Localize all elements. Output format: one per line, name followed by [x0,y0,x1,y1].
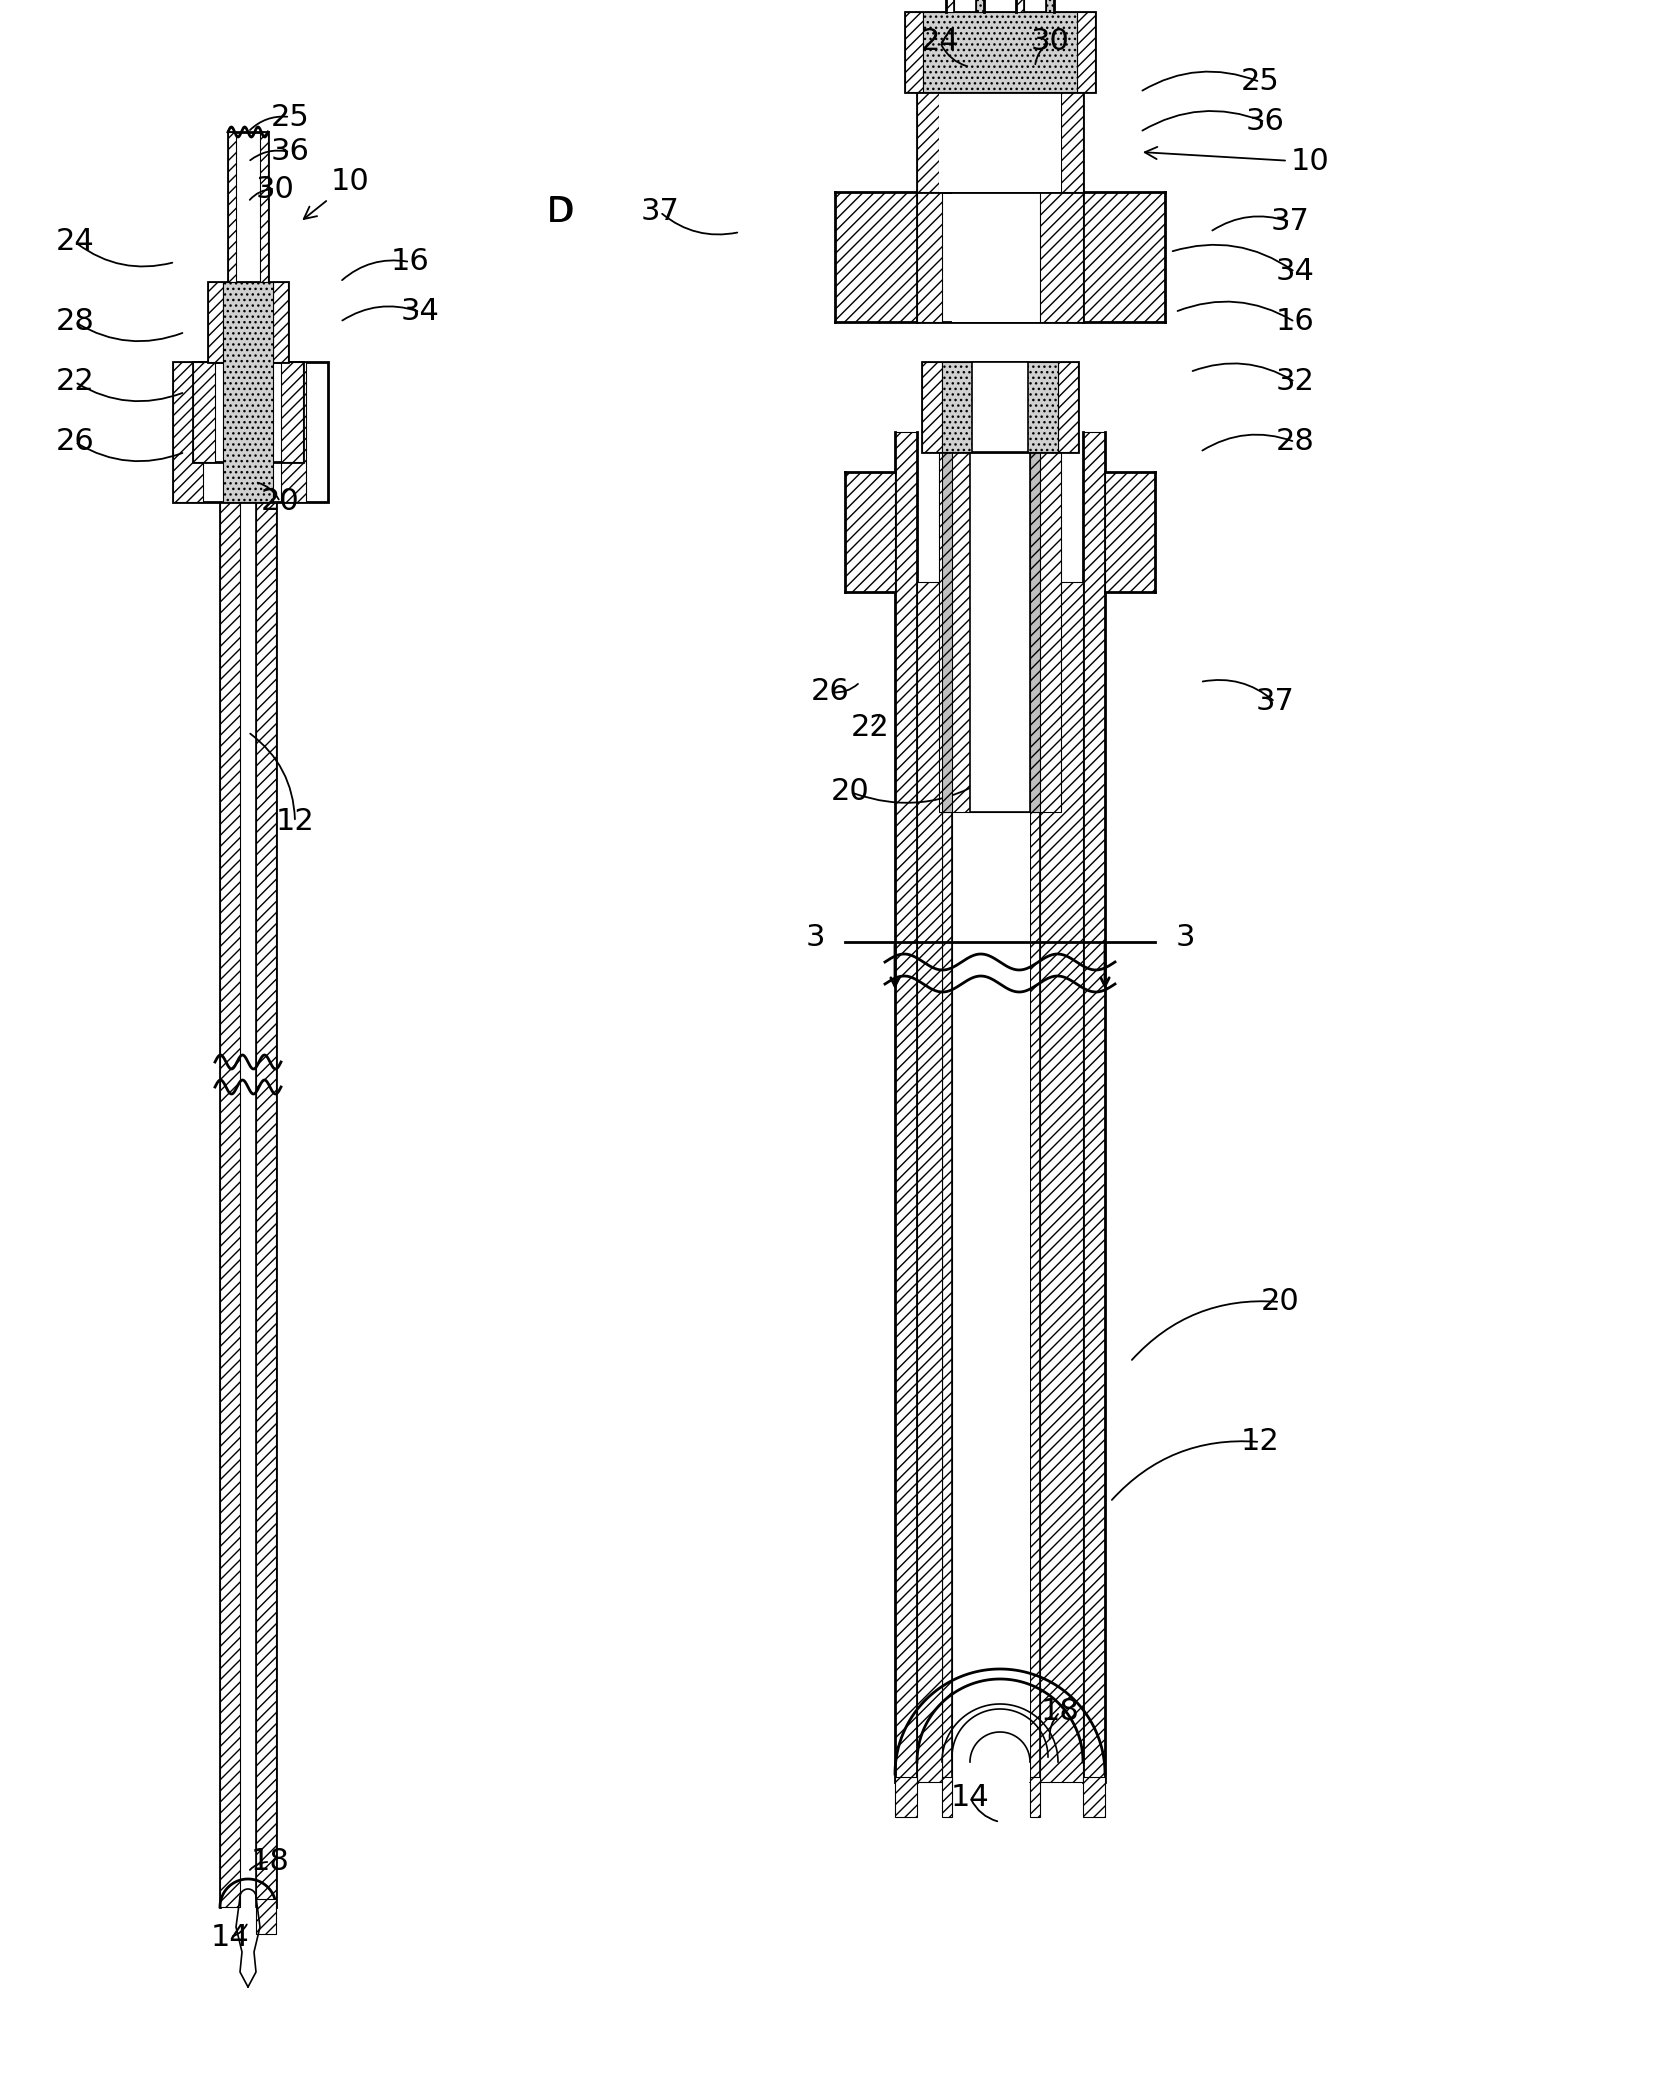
Bar [972,362,1028,452]
Bar [1030,452,1040,812]
Text: 10: 10 [304,167,369,219]
Bar [256,1899,276,1934]
Text: 14: 14 [210,1922,250,1951]
Bar [922,362,1078,452]
Text: 20: 20 [830,777,869,806]
Bar [975,0,984,12]
Bar [942,1778,952,1818]
Text: 10: 10 [1146,148,1329,177]
Bar [917,192,942,323]
Bar [193,362,302,462]
Bar [1061,92,1083,192]
Text: 16: 16 [1276,308,1314,337]
Bar [223,281,273,502]
Text: 3: 3 [805,922,825,951]
Bar [228,131,268,281]
Bar [922,12,1078,92]
Text: 37: 37 [1271,208,1309,237]
Text: 16: 16 [390,248,430,277]
Text: 14: 14 [950,1782,990,1811]
Bar [1083,1778,1104,1818]
Text: 25: 25 [271,102,309,131]
Bar [1017,0,1023,12]
Text: 30: 30 [256,175,294,204]
Bar [917,583,942,1782]
Text: 28: 28 [56,308,94,337]
Bar [1040,192,1083,323]
Bar [1083,192,1165,323]
Bar [845,473,894,591]
Bar [970,452,1030,812]
Bar [894,1778,917,1818]
Bar [942,362,1058,452]
Text: 37: 37 [1256,687,1294,716]
Text: 3: 3 [1175,922,1195,951]
Bar [946,0,954,12]
Bar [1030,583,1040,1782]
Bar [939,92,1061,192]
Text: 22: 22 [56,369,94,396]
Bar [942,452,952,812]
Text: 22: 22 [851,712,889,741]
Text: 37: 37 [641,198,679,227]
Bar [228,131,236,281]
Bar [281,362,306,502]
Text: 20: 20 [1261,1287,1299,1316]
Text: D: D [547,196,574,229]
Bar [1058,362,1078,452]
Text: 36: 36 [271,137,309,167]
Bar [174,362,327,502]
Bar [917,192,1083,323]
Bar [1040,583,1083,1782]
Bar [970,583,1030,1782]
Text: 18: 18 [251,1847,289,1876]
Bar [208,281,288,362]
Text: 12: 12 [1241,1428,1279,1457]
Text: 25: 25 [1241,67,1279,96]
Bar [904,12,1094,92]
Bar [220,466,240,1907]
Bar [894,431,917,1782]
Bar [1078,12,1094,92]
Bar [256,466,276,1907]
Bar [835,192,917,323]
Text: 34: 34 [400,298,440,327]
Bar [939,452,1061,812]
Text: 32: 32 [1276,369,1314,396]
Bar [922,362,942,452]
Bar [273,281,288,362]
Bar [952,192,1048,323]
Text: 24: 24 [921,27,959,56]
Text: 26: 26 [810,677,850,706]
Bar [917,92,1083,192]
Text: 26: 26 [56,427,94,456]
Bar [1030,1778,1040,1818]
Bar [1083,431,1104,1782]
Bar [917,92,939,192]
Text: 34: 34 [1276,258,1314,287]
Text: 30: 30 [1030,27,1069,56]
Text: 18: 18 [1040,1697,1079,1726]
Bar [208,281,223,362]
Bar [260,131,268,281]
Text: 12: 12 [276,808,314,837]
Text: D: D [545,196,574,229]
Text: 28: 28 [1276,427,1314,456]
Bar [1104,473,1155,591]
Bar [942,583,952,1782]
Text: 36: 36 [1246,108,1284,137]
Bar [904,12,922,92]
Text: 24: 24 [56,227,94,256]
Bar [281,362,302,462]
Text: 20: 20 [261,487,299,516]
Bar [193,362,215,462]
Bar [1046,0,1055,12]
Bar [174,362,203,502]
